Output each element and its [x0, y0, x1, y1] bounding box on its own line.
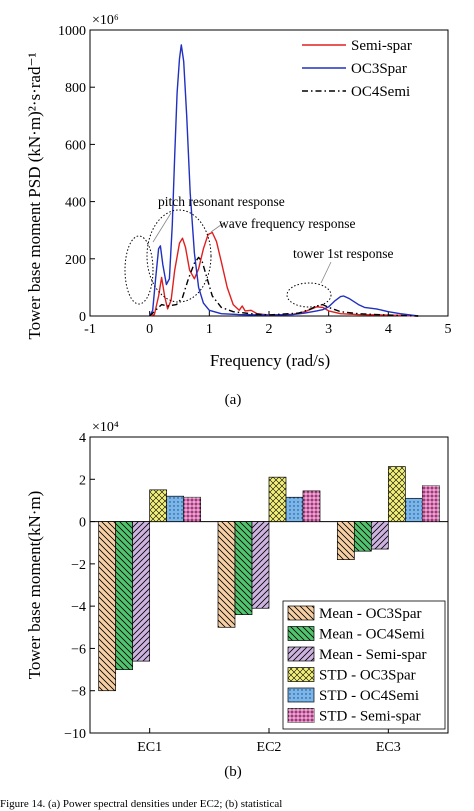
- bar-pattern-ec1-5: [183, 497, 201, 522]
- psd-series-line-2: [149, 256, 419, 317]
- psd-legend-label-1: OC3Spar: [351, 61, 407, 77]
- psd-multiplier: ×10⁶: [92, 13, 119, 28]
- psd-legend-label-2: OC4Semi: [351, 84, 410, 100]
- bar-pattern-ec1-2: [132, 521, 150, 662]
- wave-arrow: [210, 221, 226, 233]
- bar-pattern-ec3-5: [422, 485, 440, 522]
- bar-pattern-ec2-1: [235, 521, 252, 615]
- tower-ellipse: [286, 282, 332, 308]
- panel-a-label: (a): [225, 392, 242, 408]
- moment-x-tick-label: EC1: [137, 740, 162, 755]
- wave-ellipse: [146, 209, 212, 303]
- psd-x-tick-label: -1: [84, 322, 96, 337]
- pitch-ellipse: [124, 235, 154, 305]
- psd-x-tick-label: 4: [385, 322, 392, 337]
- moment-legend-swatch-pattern-4: [288, 688, 314, 702]
- moment-y-tick-label: −4: [71, 600, 86, 615]
- figure-caption: Figure 14. (a) Power spectral densities …: [0, 798, 282, 810]
- tower-arrow: [320, 261, 332, 284]
- pitch-arrow: [152, 212, 172, 243]
- moment-legend: Mean - OC3Spar Mean - OC4Semi Mean - Semi-…: [282, 600, 446, 730]
- moment-y-axis-label: Tower base moment(kN·m): [25, 491, 44, 680]
- moment-legend-label-4: STD - OC4Semi: [319, 688, 419, 704]
- bar-pattern-ec3-3: [388, 466, 406, 522]
- bar-pattern-ec2-3: [269, 477, 286, 522]
- moment-legend-swatch-pattern-3: [288, 667, 314, 682]
- psd-x-tick-label: 3: [325, 322, 332, 337]
- bar-pattern-ec3-0: [337, 521, 355, 560]
- moment-multiplier: ×10⁴: [92, 420, 119, 435]
- psd-series-line-1: [149, 44, 419, 317]
- moment-y-tick-label: 2: [79, 473, 86, 488]
- moment-x-tick-label: EC2: [257, 740, 282, 755]
- bar-pattern-ec2-4: [286, 497, 303, 522]
- psd-y-tick-label: 400: [65, 196, 86, 211]
- psd-x-axis-label: Frequency (rad/s): [210, 351, 330, 370]
- bar-pattern-ec2-0: [218, 521, 235, 628]
- bar-pattern-ec2-2: [252, 521, 269, 609]
- psd-x-tick-label: 5: [445, 322, 452, 337]
- moment-legend-swatch-pattern-1: [288, 626, 314, 641]
- moment-y-tick-label: 4: [79, 431, 86, 446]
- moment-y-tick-label: −8: [71, 685, 86, 700]
- moment-legend-swatch-pattern-5: [288, 708, 314, 723]
- moment-chart: −10 −8 −6 −4 −2 0 2 4 EC1 EC2 EC3 ×10⁴ Tower base…: [25, 420, 449, 780]
- psd-y-tick-label: 1000: [58, 24, 86, 39]
- wave-annotation: wave frequency response: [219, 216, 355, 231]
- psd-legend: Semi-spar OC3Spar OC4Semi: [302, 38, 412, 100]
- moment-x-tick-label: EC3: [376, 740, 401, 755]
- psd-series-line-0: [149, 231, 419, 317]
- bar-pattern-ec1-3: [149, 489, 167, 522]
- psd-y-tick-label: 800: [65, 81, 86, 96]
- moment-legend-label-3: STD - OC3Spar: [319, 668, 416, 684]
- moment-legend-box: [282, 600, 446, 730]
- bar-pattern-ec1-0: [98, 521, 116, 691]
- moment-legend-swatch-pattern-2: [288, 647, 314, 661]
- tower-annotation: tower 1st response: [293, 246, 393, 261]
- psd-y-tick-label: 600: [65, 138, 86, 153]
- moment-legend-label-5: STD - Semi-spar: [319, 709, 421, 725]
- moment-legend-label-0: Mean - OC3Spar: [319, 606, 421, 622]
- moment-y-tick-label: −10: [64, 727, 86, 742]
- moment-legend-label-1: Mean - OC4Semi: [319, 627, 425, 643]
- bar-pattern-ec1-4: [166, 496, 184, 522]
- bar-pattern-ec1-1: [115, 521, 133, 670]
- pitch-annotation: pitch resonant response: [158, 194, 285, 209]
- bar-pattern-ec3-2: [371, 521, 389, 550]
- moment-legend-label-2: Mean - Semi-spar: [319, 647, 426, 663]
- psd-y-tick-label: 0: [79, 310, 86, 325]
- psd-y-axis-label: Tower base moment PSD (kN·m)²·s·rad⁻¹: [25, 52, 44, 339]
- panel-b-label: (b): [224, 764, 242, 780]
- psd-x-tick-label: 1: [206, 322, 213, 337]
- bar-pattern-ec3-4: [405, 498, 423, 522]
- bar-pattern-ec2-5: [303, 490, 320, 522]
- psd-x-tick-label: 0: [146, 322, 153, 337]
- moment-y-tick-label: −2: [71, 558, 86, 573]
- moment-y-tick-label: −6: [71, 642, 86, 657]
- psd-y-tick-label: 200: [65, 253, 86, 268]
- moment-y-tick-label: 0: [79, 516, 86, 531]
- psd-x-tick-label: 2: [266, 322, 273, 337]
- psd-legend-label-0: Semi-spar: [351, 38, 412, 54]
- moment-legend-swatch-pattern-0: [288, 606, 314, 620]
- bar-pattern-ec3-1: [354, 521, 372, 552]
